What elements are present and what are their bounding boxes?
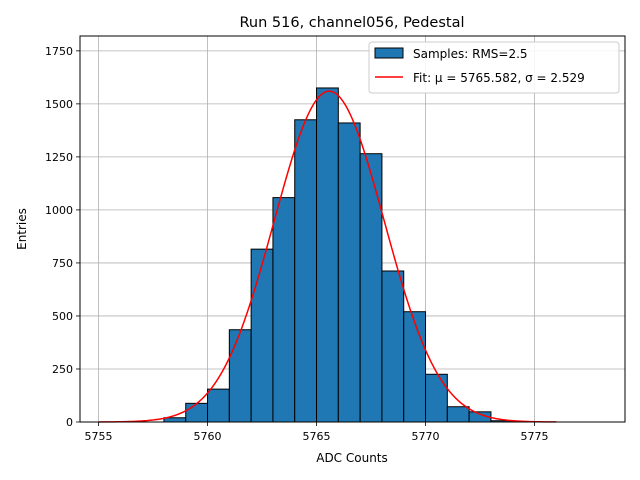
y-axis-ticks: 0 250 500 750 1000 1250 1500 1750: [45, 45, 80, 429]
y-tick-label: 250: [52, 363, 73, 376]
histogram-bar: [185, 402, 209, 423]
legend-swatch-samples: [374, 47, 404, 59]
histogram-bar: [316, 87, 339, 423]
histogram-bar: [250, 248, 274, 423]
histogram-bar: [359, 153, 383, 423]
fit-curve-layer: [98, 90, 557, 423]
x-tick-label: 5770: [412, 430, 440, 443]
x-tick-label: 5760: [194, 430, 222, 443]
histogram-bar: [207, 388, 230, 423]
legend-box: [368, 41, 620, 94]
x-tick-label: 5755: [85, 430, 113, 443]
histogram-bar: [228, 329, 252, 423]
histogram-bar: [272, 197, 296, 423]
y-tick-label: 1250: [45, 151, 73, 164]
y-tick-label: 500: [52, 310, 73, 323]
y-tick-label: 0: [66, 416, 73, 429]
histogram-bar: [403, 311, 427, 423]
x-axis-ticks: 5755 5760 5765 5770 5775: [85, 422, 549, 443]
y-axis-label: Entries: [15, 208, 29, 250]
fit-curve: [98, 90, 557, 423]
x-tick-label: 5775: [521, 430, 549, 443]
histogram-bar: [425, 373, 448, 423]
histogram-bar: [163, 417, 187, 423]
histogram-bar: [294, 119, 318, 423]
x-axis-label: ADC Counts: [316, 451, 388, 465]
legend-label-fit: Fit: μ = 5765.582, σ = 2.529: [413, 71, 585, 85]
histogram-bars: [163, 87, 514, 423]
chart-title: Run 516, channel056, Pedestal: [239, 15, 464, 31]
plot-area: [79, 35, 626, 423]
y-tick-label: 1750: [45, 45, 73, 58]
legend-label-samples: Samples: RMS=2.5: [413, 47, 528, 61]
histogram-bar: [337, 122, 361, 423]
plot-frame: [79, 35, 626, 423]
legend: Samples: RMS=2.5 Fit: μ = 5765.582, σ = …: [368, 41, 620, 94]
y-tick-label: 750: [52, 257, 73, 270]
y-tick-label: 1500: [45, 98, 73, 111]
histogram-bar: [446, 406, 470, 423]
x-tick-label: 5765: [303, 430, 331, 443]
y-tick-label: 1000: [45, 204, 73, 217]
histogram-bar: [381, 270, 405, 423]
